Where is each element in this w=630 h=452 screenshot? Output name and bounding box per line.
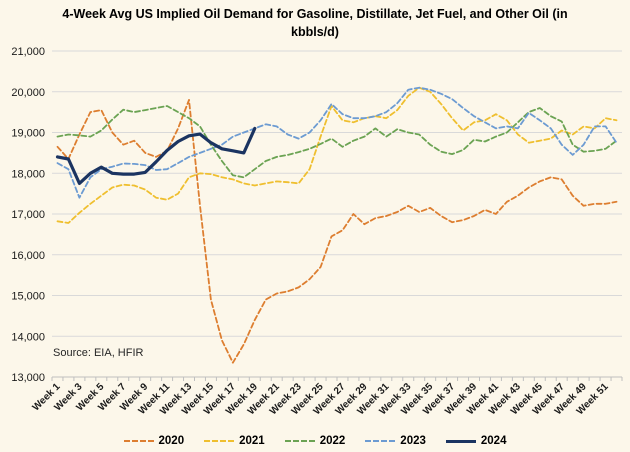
y-axis-label: 18,000 xyxy=(11,168,45,180)
y-axis-label: 17,000 xyxy=(11,209,45,221)
legend-label-2020: 2020 xyxy=(158,435,185,447)
series-line-2021 xyxy=(56,86,618,224)
legend-item-2021: 2021 xyxy=(204,435,265,447)
legend-label-2022: 2022 xyxy=(319,435,346,447)
y-axis-label: 14,000 xyxy=(11,331,45,343)
legend-item-2023: 2023 xyxy=(365,435,426,447)
series-line-2022 xyxy=(56,105,618,179)
legend-item-2024: 2024 xyxy=(445,435,507,447)
series-line-2020 xyxy=(56,99,618,364)
legend-label-2023: 2023 xyxy=(400,435,426,447)
legend-label-2024: 2024 xyxy=(480,435,507,447)
legend-swatch-2021 xyxy=(204,440,235,442)
y-axis-label: 19,000 xyxy=(11,128,45,140)
legend-item-2020: 2020 xyxy=(123,435,185,447)
legend-swatch-2020 xyxy=(123,440,154,442)
chart-title: 4-Week Avg US Implied Oil Demand for Gas… xyxy=(62,7,568,39)
legend-swatch-2024 xyxy=(445,439,476,443)
source-note: Source: EIA, HFIR xyxy=(53,347,144,359)
y-axis-label: 13,000 xyxy=(11,372,45,384)
legend-label-2021: 2021 xyxy=(239,435,265,447)
legend: 2020 2021 2022 2023 2024 xyxy=(0,435,630,447)
series-line-2024 xyxy=(55,126,257,185)
legend-swatch-2022 xyxy=(284,440,315,442)
y-axis-label: 20,000 xyxy=(11,87,45,99)
y-axis-label: 15,000 xyxy=(11,291,45,303)
legend-item-2022: 2022 xyxy=(284,435,346,447)
y-axis-label: 16,000 xyxy=(11,250,45,262)
legend-swatch-2023 xyxy=(365,440,396,442)
y-axis-label: 21,000 xyxy=(11,46,45,58)
